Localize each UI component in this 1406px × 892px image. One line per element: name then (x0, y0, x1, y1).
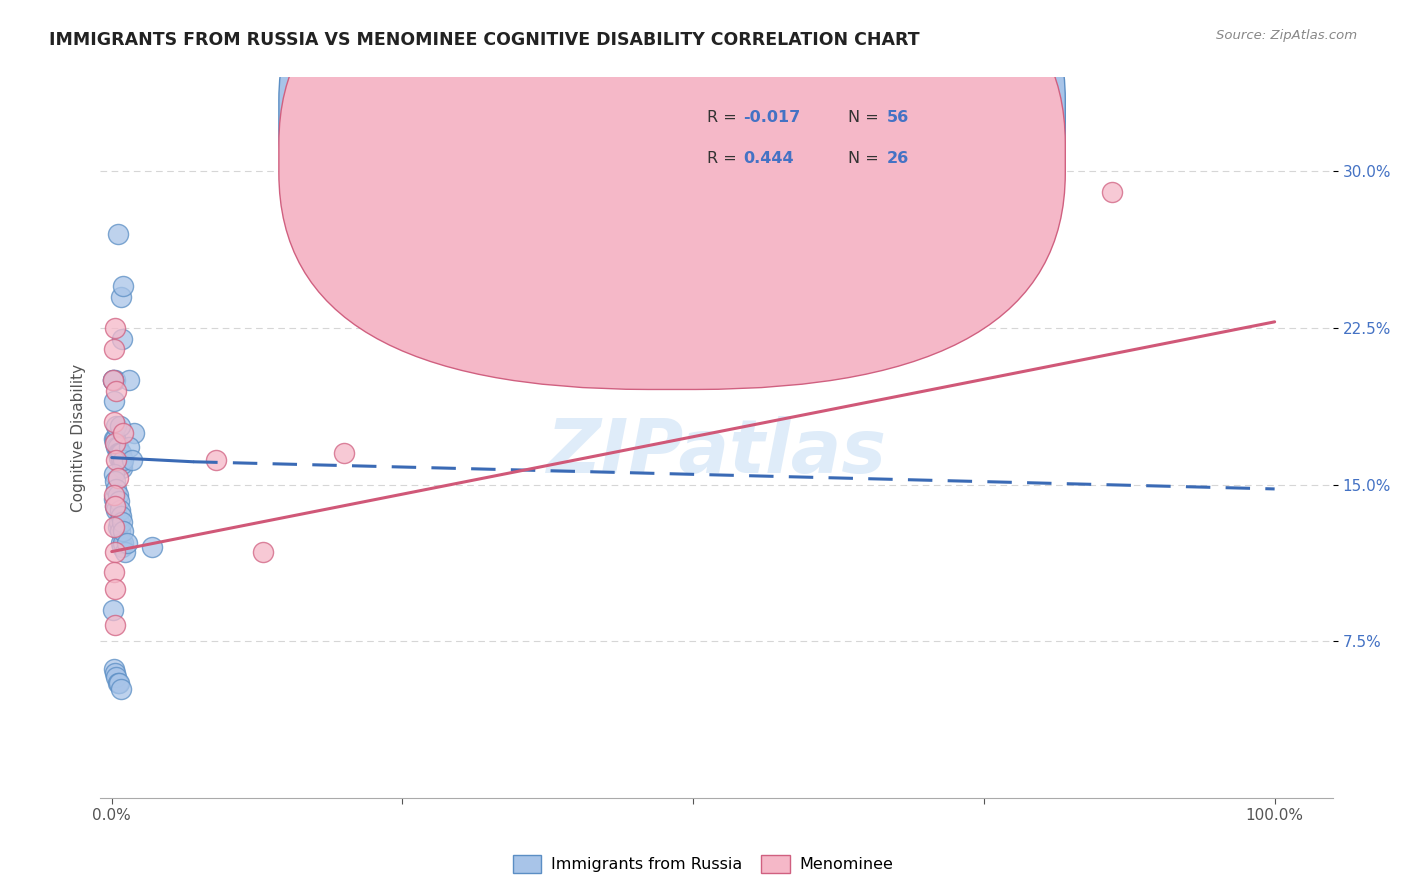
Point (107, 519, 129, 533)
Point (111, 516, 134, 530)
Point (115, 536, 138, 550)
Point (104, 432, 127, 446)
Point (110, 536, 132, 550)
FancyBboxPatch shape (278, 0, 1066, 346)
Point (103, 394, 125, 409)
Point (107, 471, 129, 485)
Point (104, 499, 127, 513)
FancyBboxPatch shape (278, 0, 1066, 390)
Y-axis label: Cognitive Disability: Cognitive Disability (72, 364, 86, 512)
Point (122, 425, 145, 440)
Point (105, 440, 128, 454)
Point (107, 516, 129, 530)
Text: N =: N = (848, 152, 884, 167)
Point (104, 436, 127, 450)
Point (111, 541, 134, 555)
Point (103, 488, 125, 502)
Point (105, 452, 128, 467)
Point (111, 461, 134, 475)
Point (112, 279, 135, 293)
Point (101, 603, 124, 617)
Point (141, 541, 163, 555)
Point (101, 373, 124, 387)
Point (112, 536, 135, 550)
Point (105, 419, 128, 434)
Point (111, 332, 134, 346)
Point (104, 665, 127, 680)
Text: 26: 26 (887, 152, 908, 167)
Point (1101, 186, 1123, 200)
Point (110, 446, 132, 460)
Point (108, 524, 131, 538)
Point (107, 446, 129, 460)
Point (333, 446, 356, 460)
Point (104, 617, 127, 632)
Point (110, 290, 132, 304)
Point (205, 452, 228, 467)
Point (600, 342, 623, 356)
Point (103, 662, 125, 676)
Point (821, 300, 844, 314)
Point (110, 509, 132, 524)
Point (107, 450, 129, 465)
Point (108, 503, 131, 517)
Point (118, 373, 141, 387)
Point (105, 384, 128, 398)
Text: 0.444: 0.444 (744, 152, 794, 167)
Text: -0.017: -0.017 (744, 110, 801, 125)
Point (107, 440, 129, 454)
Point (717, 332, 740, 346)
Point (108, 419, 131, 434)
Point (103, 492, 125, 507)
Point (107, 488, 129, 502)
Point (104, 544, 127, 558)
Point (103, 519, 125, 533)
Point (101, 373, 124, 387)
Legend: Immigrants from Russia, Menominee: Immigrants from Russia, Menominee (506, 848, 900, 880)
Text: ZIPatlas: ZIPatlas (547, 416, 886, 489)
Point (111, 457, 134, 471)
Point (104, 373, 127, 387)
Point (103, 342, 125, 356)
Point (103, 566, 125, 580)
Text: R =: R = (707, 110, 741, 125)
Point (105, 503, 128, 517)
Point (1008, 231, 1031, 245)
Text: 56: 56 (887, 110, 908, 125)
Point (105, 670, 128, 684)
Point (103, 432, 125, 446)
Point (110, 452, 132, 467)
Text: IMMIGRANTS FROM RUSSIA VS MENOMINEE COGNITIVE DISABILITY CORRELATION CHART: IMMIGRANTS FROM RUSSIA VS MENOMINEE COGN… (49, 31, 920, 49)
Text: N =: N = (848, 110, 884, 125)
Point (103, 467, 125, 482)
Point (110, 682, 132, 697)
Point (107, 494, 129, 508)
Point (112, 524, 135, 538)
Point (101, 373, 124, 387)
Point (112, 452, 135, 467)
Point (914, 268, 936, 283)
Point (114, 544, 136, 558)
Point (107, 676, 129, 690)
Text: R =: R = (707, 152, 741, 167)
FancyBboxPatch shape (617, 81, 1007, 193)
Text: Source: ZipAtlas.com: Source: ZipAtlas.com (1216, 29, 1357, 42)
Point (107, 446, 129, 460)
Point (104, 321, 127, 335)
Point (103, 415, 125, 429)
Point (108, 446, 131, 460)
Point (107, 676, 129, 690)
Point (496, 315, 519, 329)
Point (104, 436, 127, 450)
Point (252, 544, 274, 558)
Point (105, 482, 128, 496)
Point (118, 440, 141, 454)
Point (104, 582, 127, 597)
Point (112, 425, 135, 440)
Point (121, 452, 143, 467)
Point (104, 474, 127, 488)
Point (107, 227, 129, 241)
Point (104, 499, 127, 513)
